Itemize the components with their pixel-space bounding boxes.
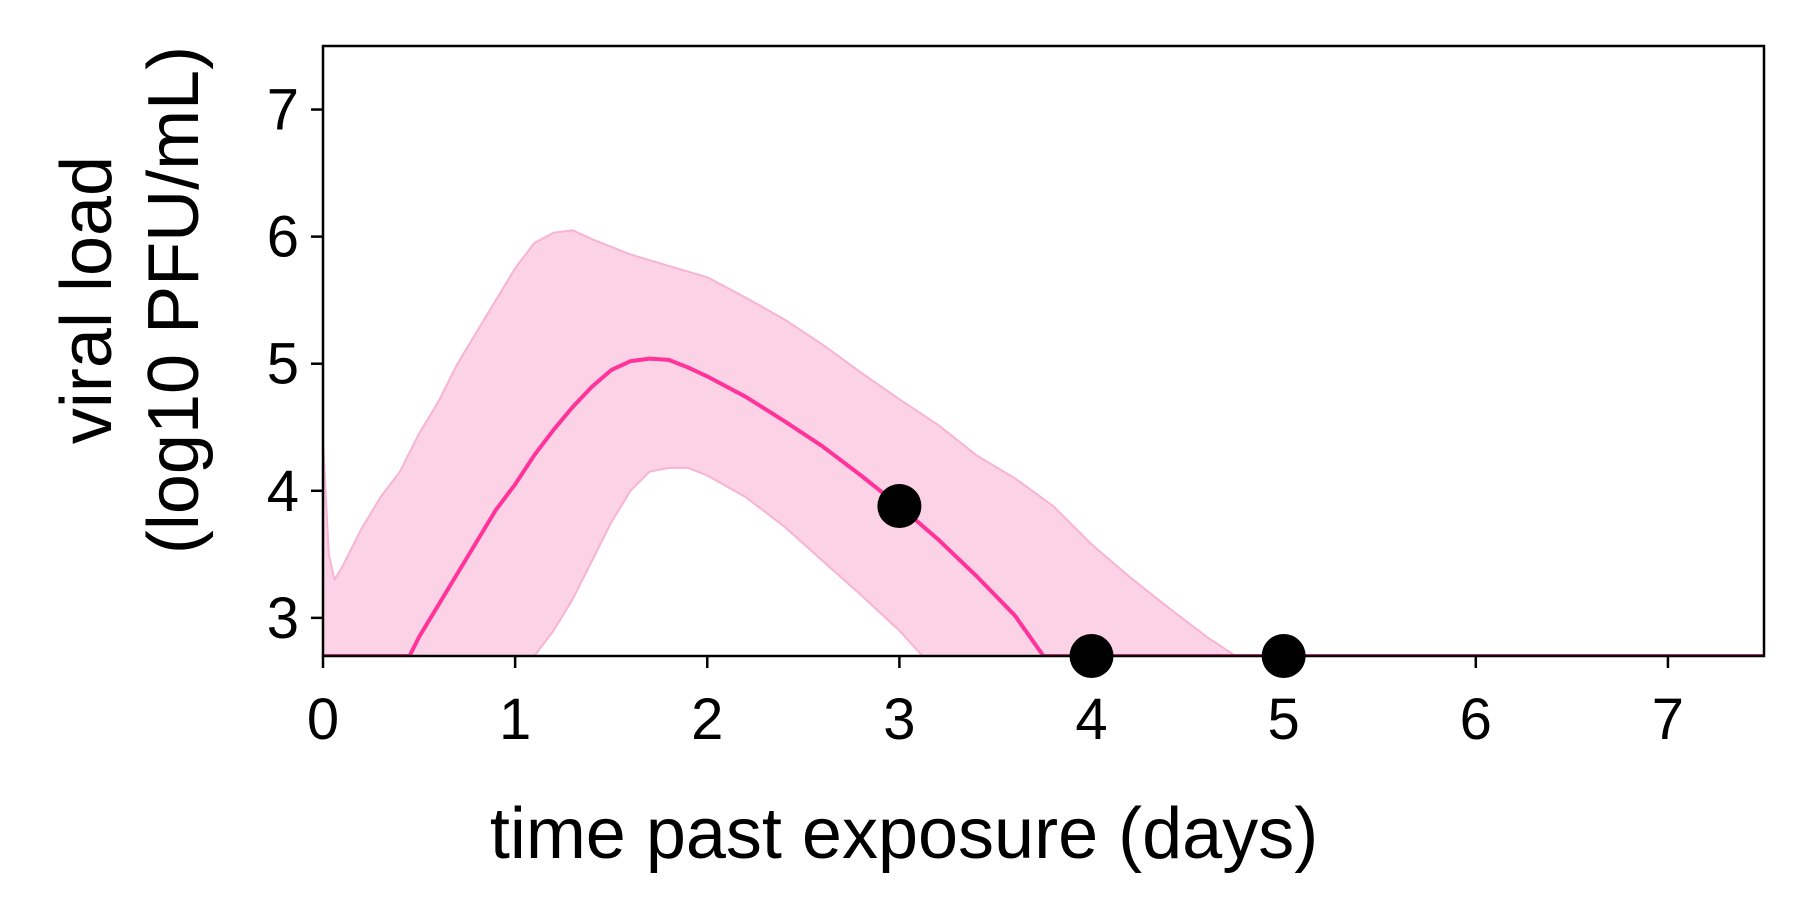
plot-area [321,44,1766,678]
plot-frame [321,44,1766,658]
x-axis-label: time past exposure (days) [490,794,1318,874]
y-tick-label: 5 [267,332,299,397]
y-axis: 3 4 5 6 7 [267,78,323,651]
median-line [323,356,1764,656]
x-axis: 0 1 2 3 4 5 6 7 [307,656,1684,752]
x-tick-label: 0 [307,687,339,752]
x-tick-label: 6 [1460,687,1492,752]
x-tick-label: 3 [883,687,915,752]
y-tick-label: 4 [267,459,299,524]
x-tick-label: 7 [1652,687,1684,752]
plot-content [323,229,1764,656]
x-tick-label: 2 [691,687,723,752]
y-tick-label: 7 [267,78,299,143]
observation-point [877,484,922,529]
confidence-band [323,230,1764,656]
x-tick-label: 4 [1075,687,1107,752]
band-lower-edge [323,466,1764,656]
y-axis-label-line2: (log10 PFU/mL) [134,46,214,554]
x-tick-label: 1 [499,687,531,752]
band-upper-edge [323,229,1764,656]
y-tick-label: 6 [267,205,299,270]
x-tick-label: 5 [1268,687,1300,752]
y-axis-label-line1: viral load [47,156,127,444]
y-tick-label: 3 [267,586,299,651]
